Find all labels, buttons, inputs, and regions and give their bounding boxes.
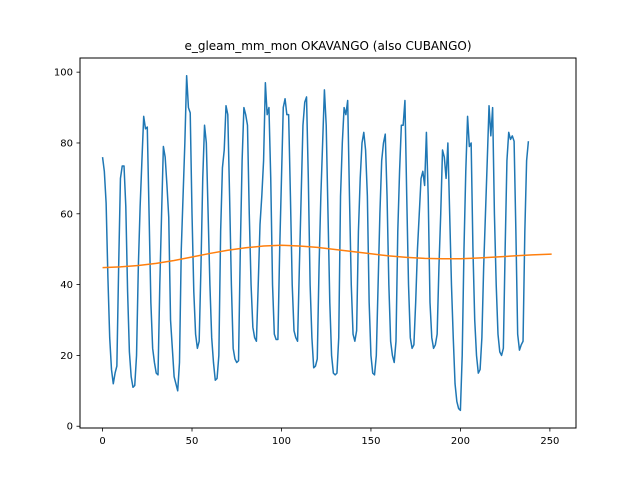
x-tick-label: 150 [361, 436, 380, 447]
x-tick-label: 250 [540, 436, 559, 447]
plot-frame [79, 57, 577, 429]
chart-title: e_gleam_mm_mon OKAVANGO (also CUBANGO) [184, 39, 471, 53]
x-tick-label: 50 [186, 436, 199, 447]
y-tick-label: 0 [67, 422, 73, 433]
x-tick-label: 200 [451, 436, 470, 447]
y-tick-label: 40 [60, 280, 73, 291]
y-tick-label: 80 [60, 138, 73, 149]
series-line-1 [101, 74, 530, 412]
y-tick-label: 20 [60, 351, 73, 362]
y-tick-label: 60 [60, 209, 73, 220]
axes-layer: 0 50 100 150 200 250 0 20 40 60 80 100 [54, 68, 560, 447]
x-tick-label: 0 [99, 436, 105, 447]
x-tick-label: 100 [272, 436, 291, 447]
y-tick-label: 100 [54, 68, 73, 79]
series-line-2 [102, 244, 552, 269]
series-layer [101, 74, 552, 412]
